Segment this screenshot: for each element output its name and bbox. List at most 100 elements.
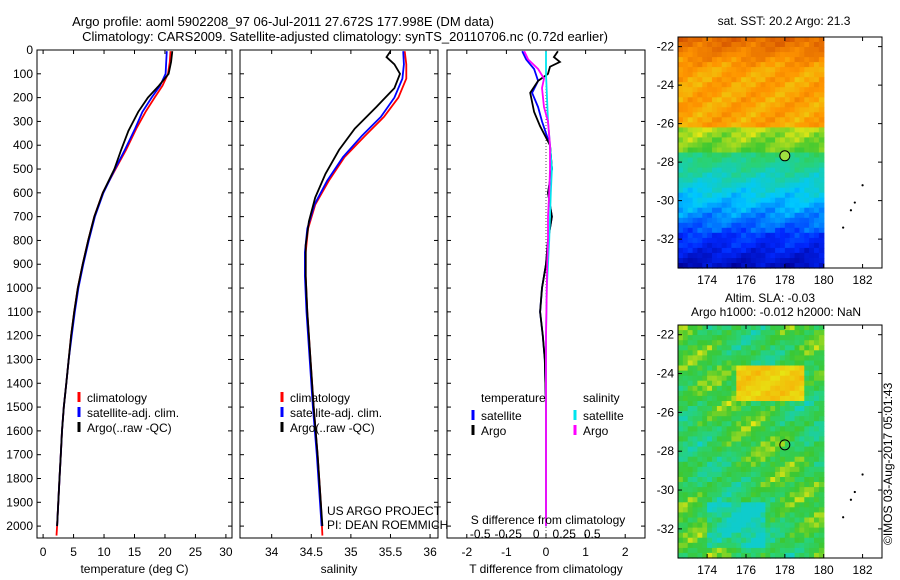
map-cell xyxy=(716,37,723,43)
map-cell xyxy=(760,395,767,402)
map-cell xyxy=(818,340,825,346)
map-cell xyxy=(731,232,737,239)
map-cell xyxy=(775,102,781,108)
map-cell xyxy=(780,466,786,473)
map-cell xyxy=(721,547,728,554)
map-cell xyxy=(818,487,825,493)
map-cell xyxy=(712,82,718,88)
map-cell xyxy=(731,360,737,367)
map-cell xyxy=(784,416,791,422)
map-cell xyxy=(692,451,699,458)
map-cell xyxy=(712,162,718,169)
map-cell xyxy=(750,446,757,453)
map-cell xyxy=(736,502,742,508)
x-tick-label: -2 xyxy=(461,545,472,559)
map-cell xyxy=(804,177,810,184)
map-cell xyxy=(746,182,752,189)
map-cell xyxy=(794,67,801,73)
map-cell xyxy=(770,237,776,244)
map-cell xyxy=(755,426,762,432)
map-cell xyxy=(818,370,825,377)
x-axis-label: salinity xyxy=(321,562,358,576)
map-cell xyxy=(770,192,776,199)
map-cell xyxy=(682,436,689,443)
map-cell xyxy=(755,82,762,88)
map-cell xyxy=(692,37,699,43)
map-cell xyxy=(799,416,805,422)
map-cell xyxy=(678,461,684,468)
map-cell xyxy=(682,197,689,204)
map-cell xyxy=(716,482,723,488)
map-cell xyxy=(789,390,796,397)
map-cell xyxy=(736,192,742,199)
map-cell xyxy=(784,345,791,351)
map-cell xyxy=(794,375,801,382)
map-cell xyxy=(726,406,733,412)
map-cell xyxy=(818,401,825,407)
map-cell xyxy=(707,411,713,417)
map-cell xyxy=(716,117,723,123)
map-cell xyxy=(721,222,728,229)
map-cell xyxy=(750,182,757,189)
legend-label: Argo(..raw -QC) xyxy=(290,421,375,435)
map-cell xyxy=(760,147,767,154)
map-cell xyxy=(814,552,820,559)
map-cell xyxy=(804,492,810,498)
map-cell xyxy=(799,237,805,244)
map-cell xyxy=(780,57,786,63)
map-cell xyxy=(692,237,699,244)
map-cell xyxy=(818,242,825,249)
y-tick-label: -24 xyxy=(657,78,675,92)
map-cell xyxy=(707,217,713,224)
map-cell xyxy=(707,177,713,184)
map-cell xyxy=(794,182,801,189)
map-cell xyxy=(697,451,703,458)
map-cell xyxy=(765,451,771,458)
map-cell xyxy=(746,512,752,519)
map-cell xyxy=(794,102,801,108)
map-cell xyxy=(804,355,810,362)
map-cell xyxy=(809,461,815,468)
map-cell xyxy=(707,552,713,559)
map-cell xyxy=(712,436,718,443)
map-cell xyxy=(789,401,796,407)
map-cell xyxy=(712,446,718,453)
map-cell xyxy=(736,507,742,513)
map-cell xyxy=(692,421,699,427)
map-cell xyxy=(682,375,689,382)
map-cell xyxy=(678,345,684,351)
map-cell xyxy=(750,477,757,483)
map-cell xyxy=(716,87,723,93)
map-cell xyxy=(765,237,771,244)
map-cell xyxy=(818,431,825,438)
map-cell xyxy=(775,441,781,448)
map-cell xyxy=(789,492,796,498)
map-cell xyxy=(780,355,786,362)
map-cell xyxy=(814,217,820,224)
map-cell xyxy=(760,360,767,367)
map-cell xyxy=(814,492,820,498)
map-cell xyxy=(736,87,742,93)
map-cell xyxy=(799,222,805,229)
map-cell xyxy=(731,137,737,143)
map-cell xyxy=(682,522,689,529)
map-cell xyxy=(687,117,694,123)
map-cell xyxy=(716,222,723,229)
map-cell xyxy=(682,411,689,417)
map-cell xyxy=(682,390,689,397)
map-cell xyxy=(794,401,801,407)
map-cell xyxy=(765,547,771,554)
map-cell xyxy=(784,117,791,123)
map-cell xyxy=(687,522,694,529)
map-cell xyxy=(716,512,723,519)
map-cell xyxy=(746,365,752,372)
map-cell xyxy=(741,263,747,269)
map-cell xyxy=(716,147,723,154)
map-cell xyxy=(799,537,805,544)
map-cell xyxy=(765,147,771,154)
map-cell xyxy=(760,477,767,483)
map-cell xyxy=(750,380,757,387)
map-cell xyxy=(692,152,699,159)
map-cell xyxy=(678,522,684,529)
map-cell xyxy=(682,340,689,346)
